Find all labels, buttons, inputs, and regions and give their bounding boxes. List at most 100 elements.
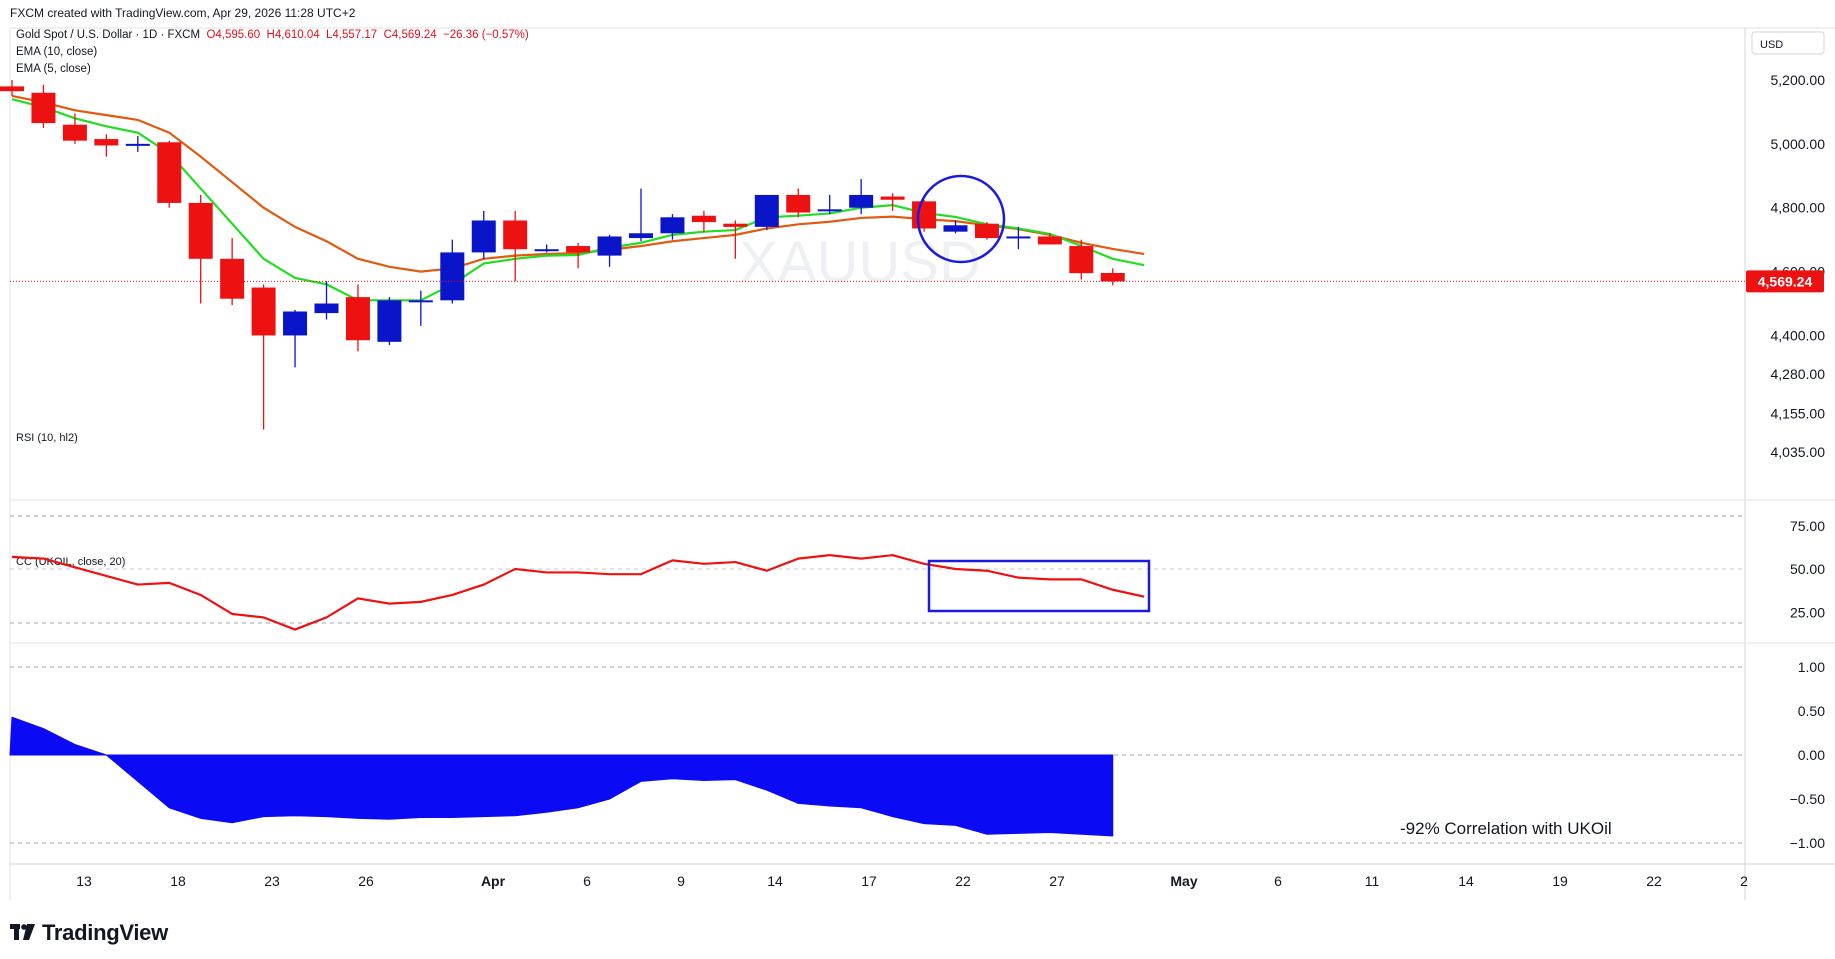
ema10-legend[interactable]: EMA (10, close) (16, 46, 98, 58)
candle-down (691, 215, 716, 223)
candle-down (786, 194, 811, 213)
candle-up (629, 233, 653, 239)
time-tick-label: 13 (76, 873, 92, 889)
symbol-legend[interactable]: Gold Spot / U.S. Dollar · 1D · FXCM O4,5… (16, 29, 529, 41)
candle-up (408, 300, 433, 303)
price-tick-label: 4,400.00 (1771, 327, 1826, 343)
candle-up (534, 249, 559, 252)
last-price-label: 4,569.24 (1758, 273, 1813, 289)
candle-down (723, 223, 748, 227)
time-tick-label: 27 (1049, 873, 1065, 889)
candle-down (503, 220, 528, 250)
rsi-tick-label: 75.00 (1790, 518, 1825, 534)
candle-down (974, 223, 999, 239)
candle-up (283, 311, 308, 336)
cc-tick-label: −1.00 (1790, 835, 1826, 851)
rsi-legend[interactable]: RSI (10, hl2) (16, 432, 78, 444)
high-value: H4,610.04 (266, 29, 320, 41)
price-tick-label: 5,000.00 (1771, 136, 1826, 152)
highlight-circle (916, 174, 1006, 264)
rsi-tick-label: 50.00 (1790, 561, 1825, 577)
time-tick-label: 6 (583, 873, 591, 889)
candle-up (440, 252, 465, 301)
price-chart[interactable]: USD XAUUSD 5,200.005,000.004,800.004,600… (0, 0, 1835, 910)
candle-up (849, 194, 874, 208)
candle-up (125, 143, 150, 146)
candle-down (1100, 272, 1125, 282)
time-tick-label: 22 (955, 873, 971, 889)
tradingview-logo-icon (10, 924, 35, 940)
time-tick-label: 23 (264, 873, 280, 889)
time-tick-label: 6 (1274, 873, 1282, 889)
price-axis[interactable]: 5,200.005,000.004,800.004,600.004,400.00… (1771, 72, 1826, 460)
tradingview-logo[interactable]: TradingView (10, 920, 168, 946)
time-tick-label: 17 (861, 873, 877, 889)
time-axis[interactable]: 13 18 23 26 Apr 6 9 14 17 22 27 May 6 11 14 19 22 2 (76, 873, 1748, 889)
close-value: C4,569.24 (383, 29, 437, 41)
candle-up (817, 209, 842, 212)
candle-down (251, 287, 276, 336)
candle-down (345, 297, 370, 341)
cc-tick-label: 1.00 (1798, 659, 1825, 675)
price-tick-label: 4,035.00 (1771, 444, 1826, 460)
brand-name: TradingView (42, 920, 168, 945)
rsi-tick-label: 25.00 (1790, 604, 1825, 620)
time-tick-label: 19 (1552, 873, 1568, 889)
candle-down (0, 86, 24, 92)
cc-tick-label: −0.50 (1790, 791, 1826, 807)
highlight-rect (927, 559, 1151, 613)
candle-down (62, 124, 87, 141)
candle-down (1069, 246, 1094, 274)
candle-down (912, 201, 937, 229)
candle-up (660, 217, 685, 234)
price-tick-label: 5,200.00 (1771, 72, 1826, 88)
candle-down (157, 142, 182, 203)
rsi-path (11, 554, 1145, 631)
cc-area-fill (9, 716, 1114, 837)
candle-up (377, 300, 402, 342)
symbol-name: Gold Spot / U.S. Dollar · 1D · FXCM (16, 29, 201, 41)
price-tick-label: 4,800.00 (1771, 200, 1826, 216)
candle-down (566, 246, 591, 253)
change-value: −26.36 (−0.57%) (443, 29, 529, 41)
candle-down (1037, 236, 1062, 245)
candle-up (597, 236, 622, 256)
candle-up (1006, 236, 1031, 239)
candle-up (754, 194, 779, 227)
low-value: L4,557.17 (326, 29, 378, 41)
candle-down (94, 139, 119, 146)
open-value: O4,595.60 (206, 29, 261, 41)
ema5-legend[interactable]: EMA (5, close) (16, 63, 91, 75)
candle-down (188, 202, 213, 259)
candle-up (314, 303, 339, 314)
time-tick-label: Apr (481, 873, 506, 889)
cc-area (9, 716, 1114, 837)
price-tick-label: 4,280.00 (1771, 366, 1826, 382)
symbol-watermark: XAUUSD (739, 230, 981, 295)
candle-up (943, 225, 968, 232)
currency-label: USD (1760, 39, 1783, 51)
time-tick-label: May (1170, 873, 1197, 889)
time-tick-label: 9 (677, 873, 685, 889)
candle-down (880, 196, 905, 200)
chart-attribution: FXCM created with TradingView.com, Apr 2… (10, 6, 356, 20)
rsi-guides: 75.00 50.00 25.00 (10, 515, 1825, 624)
time-tick-label: 18 (170, 873, 186, 889)
time-tick-label: 2 (1740, 873, 1748, 889)
rsi-line (11, 554, 1145, 631)
cc-tick-label: 0.50 (1798, 703, 1825, 719)
time-tick-label: 14 (767, 873, 783, 889)
last-price-box (1746, 270, 1824, 293)
candle-up (471, 220, 496, 253)
correlation-annotation: -92% Correlation with UKOil (1400, 819, 1612, 838)
time-tick-label: 14 (1458, 873, 1474, 889)
candles (0, 80, 1125, 430)
currency-label-box[interactable] (1751, 31, 1825, 55)
price-tick-label: 4,155.00 (1771, 406, 1826, 422)
candle-down (220, 258, 245, 299)
cc-tick-label: 0.00 (1798, 747, 1825, 763)
time-tick-label: 11 (1365, 873, 1380, 889)
time-tick-label: 22 (1646, 873, 1662, 889)
time-tick-label: 26 (358, 873, 374, 889)
candle-down (31, 92, 56, 124)
